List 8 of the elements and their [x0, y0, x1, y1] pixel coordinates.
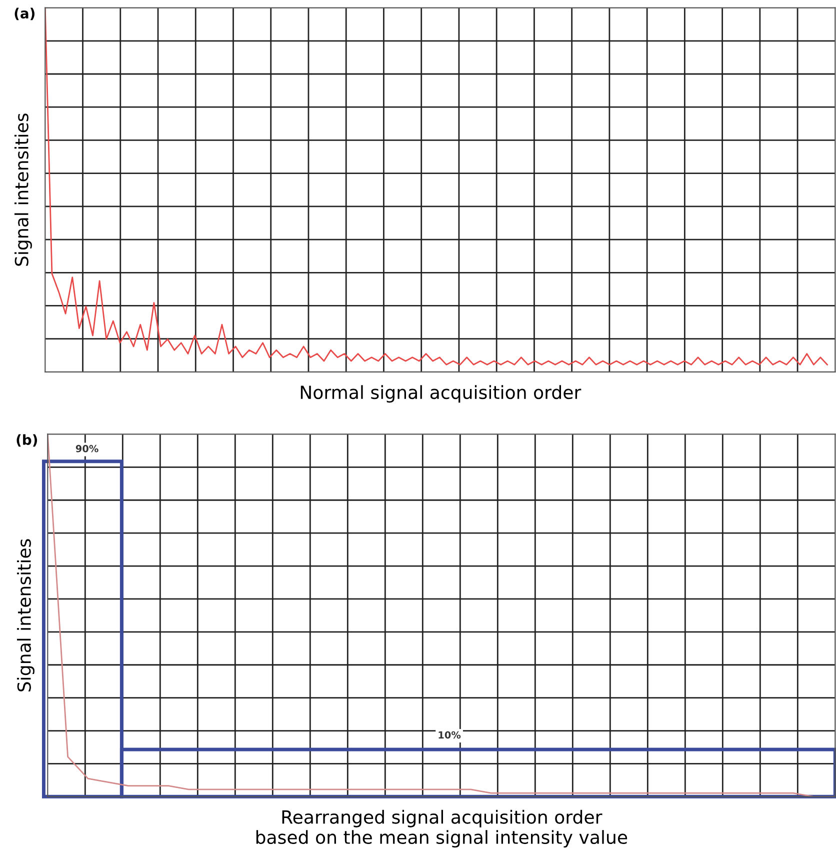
x-axis-title: Normal signal acquisition order	[300, 385, 582, 403]
chart-title: (b)	[16, 434, 38, 447]
y-axis-title: Signal intensities	[14, 114, 32, 266]
x-axis-title: Rearranged signal acquisition order based on the mean signal intensity value	[256, 810, 628, 848]
annotation: 10%	[438, 731, 461, 739]
y-axis-title: Signal intensities	[16, 539, 34, 692]
annotation: 90%	[76, 444, 98, 452]
chart-title: (a)	[14, 8, 34, 20]
